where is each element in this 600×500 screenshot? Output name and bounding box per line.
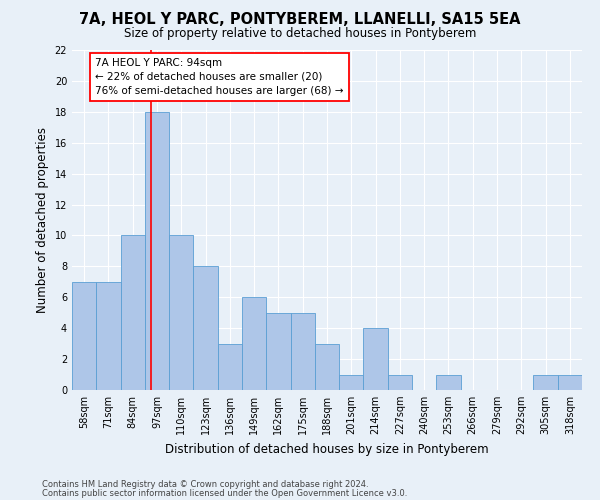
Text: 7A, HEOL Y PARC, PONTYBEREM, LLANELLI, SA15 5EA: 7A, HEOL Y PARC, PONTYBEREM, LLANELLI, S… <box>79 12 521 28</box>
Bar <box>533 374 558 390</box>
Bar <box>364 328 388 390</box>
Bar <box>558 374 582 390</box>
Bar <box>72 282 96 390</box>
Bar <box>339 374 364 390</box>
Bar <box>193 266 218 390</box>
Bar <box>388 374 412 390</box>
Bar <box>169 236 193 390</box>
Bar <box>96 282 121 390</box>
Text: 7A HEOL Y PARC: 94sqm
← 22% of detached houses are smaller (20)
76% of semi-deta: 7A HEOL Y PARC: 94sqm ← 22% of detached … <box>95 58 344 96</box>
Text: Size of property relative to detached houses in Pontyberem: Size of property relative to detached ho… <box>124 28 476 40</box>
Bar <box>218 344 242 390</box>
Bar <box>436 374 461 390</box>
Bar <box>315 344 339 390</box>
Text: Contains public sector information licensed under the Open Government Licence v3: Contains public sector information licen… <box>42 488 407 498</box>
Y-axis label: Number of detached properties: Number of detached properties <box>36 127 49 313</box>
Bar <box>121 236 145 390</box>
Bar <box>290 312 315 390</box>
X-axis label: Distribution of detached houses by size in Pontyberem: Distribution of detached houses by size … <box>165 442 489 456</box>
Bar <box>242 298 266 390</box>
Text: Contains HM Land Registry data © Crown copyright and database right 2024.: Contains HM Land Registry data © Crown c… <box>42 480 368 489</box>
Bar <box>145 112 169 390</box>
Bar <box>266 312 290 390</box>
